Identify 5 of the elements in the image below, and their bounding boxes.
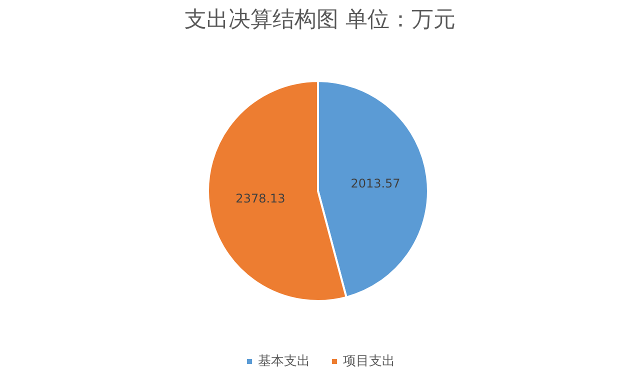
legend-label: 项目支出: [343, 354, 395, 369]
data-label: 2013.57: [350, 176, 400, 190]
data-label: 2378.13: [236, 192, 286, 206]
chart-title: 支出决算结构图 单位：万元: [184, 8, 456, 32]
legend-label: 基本支出: [258, 354, 310, 369]
